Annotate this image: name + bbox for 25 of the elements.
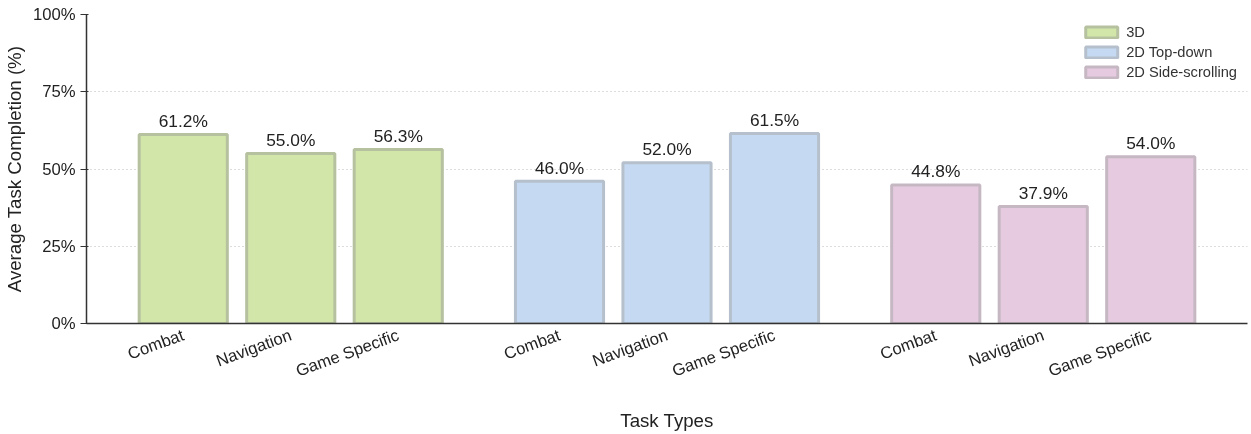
legend-label: 2D Side-scrolling [1126, 64, 1237, 80]
x-tick-label: Game Specific [293, 325, 402, 381]
data-label: 61.2% [158, 110, 208, 131]
legend-label: 3D [1126, 24, 1146, 40]
data-label: 55.0% [266, 129, 316, 150]
legend-label: 2D Top-down [1126, 44, 1213, 60]
x-axis-title: Task Types [620, 410, 714, 432]
y-tick-label: 0% [51, 314, 76, 333]
y-tick-label: 100% [32, 5, 76, 24]
x-tick-label: Game Specific [669, 325, 778, 381]
y-tick-label: 25% [42, 236, 76, 256]
y-tick-label: 50% [42, 159, 76, 179]
data-label: 52.0% [642, 139, 692, 160]
data-label: 56.3% [373, 125, 423, 146]
data-label: 37.9% [1018, 182, 1068, 203]
x-tick-label: Game Specific [1045, 325, 1155, 381]
data-label: 54.0% [1126, 132, 1176, 153]
data-label: 61.5% [749, 109, 800, 130]
data-label: 44.8% [911, 161, 961, 182]
x-tick-label: Combat [501, 325, 564, 364]
x-tick-label: Combat [877, 325, 940, 364]
data-label: 46.0% [534, 157, 585, 178]
x-tick-label: Combat [125, 325, 187, 364]
y-tick-label: 75% [42, 82, 76, 102]
y-axis-title: Average Task Completion (%) [3, 46, 25, 293]
